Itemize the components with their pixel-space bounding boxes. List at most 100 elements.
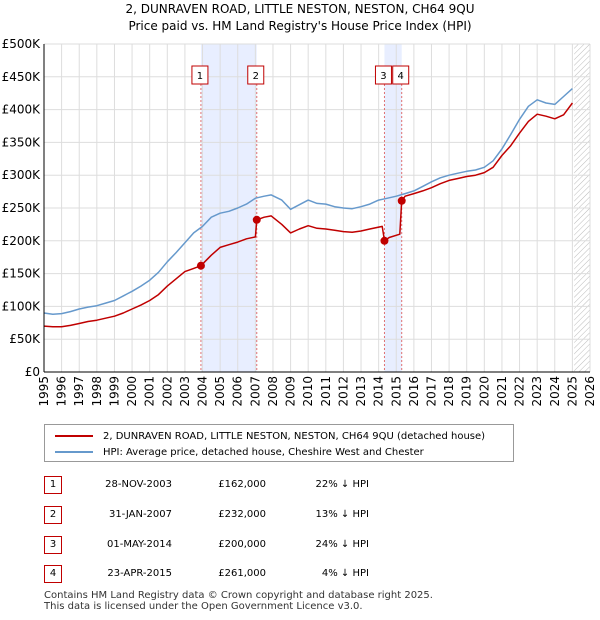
footer-copyright: Contains HM Land Registry data © Crown c… [44, 590, 433, 601]
x-tick-labels: 1995 1996 1997 1998 1999 2000 2001 2002 2003 2004… [37, 376, 597, 407]
transaction-number: 3 [44, 536, 62, 554]
x-tick-label: 2015 [389, 376, 403, 407]
price-chart: 1 2 3 4 £0 £50K £100K £150K £200K £250K £300K £350… [2, 37, 597, 407]
sale-marker-box-frame [392, 65, 410, 85]
x-tick-label: 1998 [90, 376, 104, 407]
sale-marker-box-frame [247, 65, 265, 85]
transaction-price: £261,000 [218, 568, 266, 579]
legend-label-property: 2, DUNRAVEN ROAD, LITTLE NESTON, NESTON,… [103, 430, 486, 442]
x-tick-label: 1996 [55, 376, 69, 407]
table-row: 2 31-JAN-2007 £232,000 13% ↓ HPI [44, 506, 564, 526]
x-tick-label: 2002 [160, 376, 174, 407]
sale-point [196, 261, 205, 270]
sale-points [196, 196, 406, 270]
x-tick-label: 2023 [530, 376, 544, 407]
sale-marker-boxes: 1 2 3 4 [191, 65, 410, 85]
y-tick-label: £0 [25, 365, 40, 379]
footer: Contains HM Land Registry data © Crown c… [44, 590, 433, 612]
x-tick-label: 2012 [336, 376, 350, 407]
chart-subtitle: Price paid vs. HM Land Registry's House … [128, 19, 472, 33]
transaction-number: 1 [44, 476, 62, 494]
x-tick-label: 2016 [407, 376, 421, 407]
x-tick-label: 2024 [548, 376, 562, 407]
y-tick-label: £100K [2, 299, 42, 313]
transaction-number: 4 [44, 565, 62, 583]
axes [43, 44, 590, 373]
x-tick-label: 1997 [72, 376, 86, 407]
transaction-price: £162,000 [218, 479, 266, 490]
transaction-date: 01-MAY-2014 [106, 539, 172, 550]
transaction-hpi-diff: 22% ↓ HPI [315, 479, 369, 490]
x-tick-label: 2006 [231, 376, 245, 407]
property-price-line [43, 102, 574, 328]
legend-item-hpi: HPI: Average price, detached house, Ches… [55, 444, 424, 460]
y-tick-label: £250K [2, 201, 42, 215]
sale-marker-box: 2 [247, 65, 265, 85]
x-tick-label: 2013 [354, 376, 368, 407]
x-tick-label: 2021 [495, 376, 509, 407]
sale-point [380, 236, 389, 245]
transaction-date: 23-APR-2015 [107, 568, 172, 579]
sale-marker-box: 3 [374, 65, 392, 85]
x-tick-label: 2018 [442, 376, 456, 407]
x-tick-label: 2000 [125, 376, 139, 407]
x-tick-label: 2017 [424, 376, 438, 407]
x-tick-label: 2025 [565, 376, 579, 407]
sale-marker-label: 4 [398, 71, 404, 82]
sale-marker-box: 1 [191, 65, 209, 85]
x-tick-label: 2009 [284, 376, 298, 407]
x-tick-label: 2019 [460, 376, 474, 407]
legend-item-property: 2, DUNRAVEN ROAD, LITTLE NESTON, NESTON,… [55, 428, 485, 444]
sale-point [397, 196, 406, 205]
x-tick-label: 1999 [107, 376, 121, 407]
y-tick-label: £450K [2, 70, 42, 84]
sale-point [252, 215, 261, 224]
table-row: 1 28-NOV-2003 £162,000 22% ↓ HPI [44, 476, 564, 496]
x-tick-label: 2010 [301, 376, 315, 407]
legend-label-hpi: HPI: Average price, detached house, Ches… [103, 446, 424, 458]
sale-marker-box-frame [191, 65, 209, 85]
x-tick-label: 2011 [319, 376, 333, 407]
sale-marker-label: 2 [253, 71, 259, 82]
y-tick-label: £50K [9, 332, 41, 346]
x-tick-label: 2022 [513, 376, 527, 407]
legend-swatch-hpi [55, 451, 93, 453]
sale-marker-label: 3 [380, 71, 386, 82]
y-tick-label: £500K [2, 37, 42, 51]
transaction-price: £200,000 [218, 539, 266, 550]
transaction-date: 31-JAN-2007 [108, 509, 172, 520]
sale-marker-box-frame [374, 65, 392, 85]
transaction-hpi-diff: 13% ↓ HPI [315, 509, 369, 520]
chart-title: 2, DUNRAVEN ROAD, LITTLE NESTON, NESTON,… [125, 2, 475, 16]
x-tick-label: 2020 [477, 376, 491, 407]
x-tick-label: 2026 [583, 376, 597, 407]
sale-marker-label: 1 [197, 71, 203, 82]
transaction-hpi-diff: 24% ↓ HPI [315, 539, 369, 550]
footer-license: This data is licensed under the Open Gov… [44, 601, 363, 612]
x-tick-label: 2003 [178, 376, 192, 407]
transaction-number: 2 [44, 506, 62, 524]
y-tick-label: £350K [2, 135, 42, 149]
table-row: 3 01-MAY-2014 £200,000 24% ↓ HPI [44, 536, 564, 556]
x-tick-label: 2007 [248, 376, 262, 407]
x-tick-label: 2001 [143, 376, 157, 407]
x-tick-label: 2005 [213, 376, 227, 407]
y-tick-label: £400K [2, 103, 42, 117]
transaction-hpi-diff: 4% ↓ HPI [321, 568, 369, 579]
x-tick-label: 2004 [196, 376, 210, 407]
legend: 2, DUNRAVEN ROAD, LITTLE NESTON, NESTON,… [44, 424, 514, 462]
y-tick-labels: £0 £50K £100K £150K £200K £250K £300K £350K £400… [2, 37, 42, 379]
sale-marker-box: 4 [392, 65, 410, 85]
series-lines [43, 88, 574, 328]
transaction-date: 28-NOV-2003 [105, 479, 172, 490]
y-tick-label: £150K [2, 267, 42, 281]
transaction-price: £232,000 [218, 509, 266, 520]
x-tick-label: 2008 [266, 376, 280, 407]
y-tick-label: £200K [2, 234, 42, 248]
legend-swatch-property [55, 435, 93, 437]
hpi-line [43, 88, 573, 316]
x-tick-label: 2014 [372, 376, 386, 407]
x-tick-label: 1995 [37, 376, 51, 407]
table-row: 4 23-APR-2015 £261,000 4% ↓ HPI [44, 565, 564, 585]
y-tick-label: £300K [2, 168, 42, 182]
